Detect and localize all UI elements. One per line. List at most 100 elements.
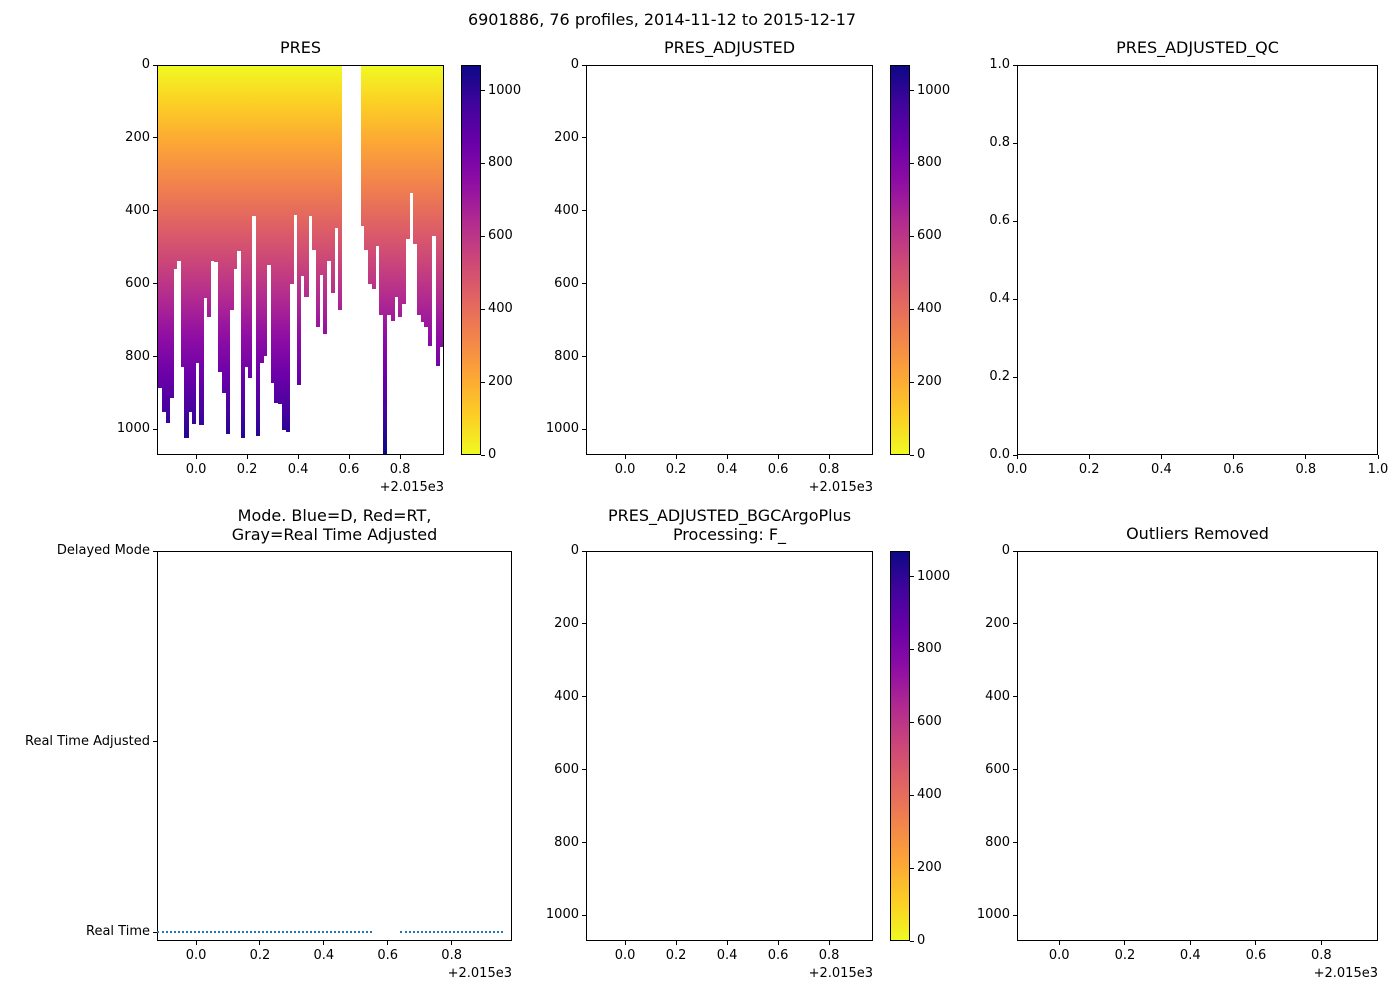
colorbar-tick-mark — [910, 648, 914, 650]
profile-bar — [165, 66, 170, 424]
x-tick-mark — [1377, 455, 1379, 459]
colorbar-tick-label: 400 — [917, 301, 942, 317]
y-tick-label: 0 — [141, 57, 150, 72]
profile-bar — [420, 66, 425, 323]
colorbar-tick-label: 0 — [488, 447, 497, 462]
x-tick-label: 1.0 — [1367, 462, 1389, 477]
profile-bar — [281, 66, 287, 431]
profile-bar — [296, 66, 302, 386]
profile-bar — [398, 66, 403, 317]
profile-bar — [413, 66, 418, 245]
y-tick-label: 1.0 — [989, 57, 1010, 72]
y-tick-mark — [582, 64, 586, 66]
y-tick-mark — [582, 137, 586, 139]
profile-bar — [233, 66, 238, 270]
x-tick-mark — [1058, 941, 1060, 945]
colorbar-tick-label: 1000 — [917, 82, 951, 98]
y-tick-label: 400 — [554, 202, 579, 218]
profile-bar — [180, 66, 185, 367]
x-tick-mark — [675, 455, 677, 459]
x-tick-label: 0.6 — [767, 948, 789, 963]
y-tick-mark — [153, 428, 157, 430]
x-tick-mark — [624, 941, 626, 945]
x-tick-mark — [828, 941, 830, 945]
y-tick-label: 1000 — [545, 907, 579, 923]
colorbar-tick-label: 200 — [917, 860, 942, 876]
x-tick-label: 0.4 — [716, 462, 738, 477]
pres-axes-frame — [157, 65, 444, 455]
x-tick-mark — [1305, 455, 1307, 459]
colorbar-tick-mark — [910, 940, 914, 942]
x-tick-mark — [323, 941, 325, 945]
profile-bar — [214, 66, 219, 263]
y-tick-label: 1000 — [976, 907, 1010, 923]
colorbar-tick-label: 400 — [917, 787, 942, 803]
y-tick-mark — [1013, 376, 1017, 378]
x-tick-label: 0.4 — [287, 462, 309, 477]
x-axis-offset-label: +2.015e3 — [808, 480, 873, 495]
profile-bar — [315, 66, 320, 328]
profile-bar — [274, 66, 279, 404]
colorbar-tick-mark — [481, 308, 485, 310]
profile-bar — [409, 66, 414, 193]
profile-bar — [176, 66, 182, 261]
x-tick-label: 0.6 — [338, 462, 360, 477]
profile-bar — [259, 66, 264, 364]
profile-bar — [431, 66, 437, 237]
profile-bar — [319, 66, 324, 276]
y-tick-label: 0.2 — [989, 369, 1010, 384]
x-tick-mark — [1160, 455, 1162, 459]
profile-bar — [375, 66, 380, 247]
y-tick-label: 0 — [570, 57, 579, 72]
colorbar-tick-label: 400 — [488, 301, 513, 317]
profile-bar — [278, 66, 283, 404]
profile-bar — [169, 66, 174, 399]
profile-bar — [394, 66, 399, 297]
colorbar-tick-label: 0 — [917, 447, 926, 462]
profile-bar — [270, 66, 275, 384]
y-tick-mark — [1013, 64, 1017, 66]
profile-bar — [334, 66, 339, 228]
colorbar-tick-mark — [910, 90, 914, 91]
profile-bar — [330, 66, 335, 294]
y-tick-mark — [153, 137, 157, 139]
x-tick-mark — [195, 941, 197, 945]
mode-line-segment — [400, 931, 503, 934]
profile-bar — [229, 66, 234, 310]
x-tick-label: 0.2 — [236, 462, 258, 477]
profile-bar — [240, 66, 245, 438]
y-tick-mark — [582, 914, 586, 916]
colorbar-tick-mark — [481, 235, 485, 237]
y-tick-label: Real Time Adjusted — [25, 733, 150, 749]
profile-bar — [225, 66, 230, 434]
x-tick-mark — [1255, 941, 1257, 945]
profile-bar — [338, 66, 343, 311]
pres-adjusted-bgcargoplus-axes-frame — [586, 551, 873, 941]
y-tick-mark — [1013, 623, 1017, 625]
colorbar-tick-mark — [910, 867, 914, 869]
colorbar — [461, 65, 481, 455]
colorbar-tick-mark — [481, 454, 485, 456]
colorbar-tick-label: 600 — [488, 228, 513, 244]
x-tick-label: 0.0 — [185, 462, 207, 477]
axis-title: Mode. Blue=D, Red=RT, — [237, 506, 432, 525]
profile-bar — [428, 66, 433, 346]
profile-bar — [360, 66, 365, 226]
profile-bar — [191, 66, 197, 424]
y-tick-mark — [1013, 454, 1017, 456]
colorbar-tick-mark — [910, 721, 914, 723]
profile-bar — [368, 66, 373, 284]
profile-bar — [221, 66, 227, 394]
y-tick-mark — [582, 210, 586, 212]
axis-title: Processing: F_ — [672, 525, 787, 544]
profile-bar — [285, 66, 290, 433]
y-tick-label: 600 — [554, 761, 579, 777]
x-tick-label: 0.6 — [1245, 948, 1267, 963]
y-tick-mark — [153, 356, 157, 358]
y-tick-label: 600 — [554, 275, 579, 291]
axis-title: PRES_ADJUSTED — [663, 38, 796, 57]
x-tick-mark — [399, 455, 401, 459]
y-tick-mark — [1013, 914, 1017, 916]
colorbar-tick-mark — [910, 308, 914, 310]
